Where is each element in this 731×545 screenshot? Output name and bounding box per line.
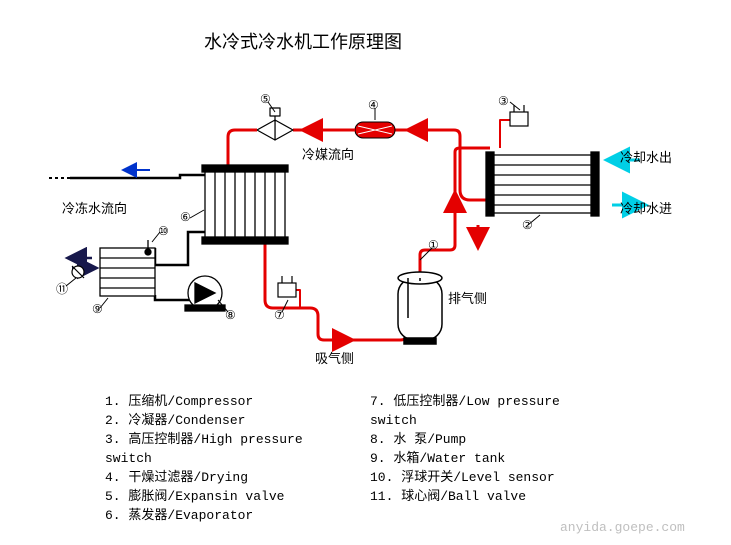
lp-switch [278,276,296,297]
num-7: ⑦ [274,308,285,323]
label-discharge: 排气侧 [448,288,487,307]
label-cooling-in: 冷却水进 [620,198,672,217]
num-2: ② [522,218,533,233]
legend-right: 7. 低压控制器/Low pressure switch 8. 水 泵/Pump… [370,392,560,506]
num-10: ⑩ [158,224,169,239]
compressor [398,272,442,344]
diagram-stage: { "title": "水冷式冷水机工作原理图", "colors": { "r… [0,0,731,545]
num-4: ④ [368,98,379,113]
label-refrigerant-flow: 冷媒流向 [302,144,354,163]
num-9: ⑨ [92,302,103,317]
num-3: ③ [498,94,509,109]
label-suction: 吸气侧 [315,348,354,367]
condenser [486,152,599,216]
ball-valve [72,266,84,278]
water-tank [100,240,155,296]
num-1: ① [428,238,439,253]
legend-left: 1. 压缩机/Compressor 2. 冷凝器/Condenser 3. 高压… [105,392,303,525]
watermark: anyida.goepe.com [560,520,685,535]
num-8: ⑧ [225,308,236,323]
evaporator [202,165,288,244]
num-6: ⑥ [180,210,191,225]
pump [185,276,225,311]
hp-switch [510,105,528,126]
label-cooling-out: 冷却水出 [620,147,672,166]
num-5: ⑤ [260,92,271,107]
label-chilled-flow: 冷冻水流向 [62,198,127,217]
num-11: ⑪ [56,280,68,297]
